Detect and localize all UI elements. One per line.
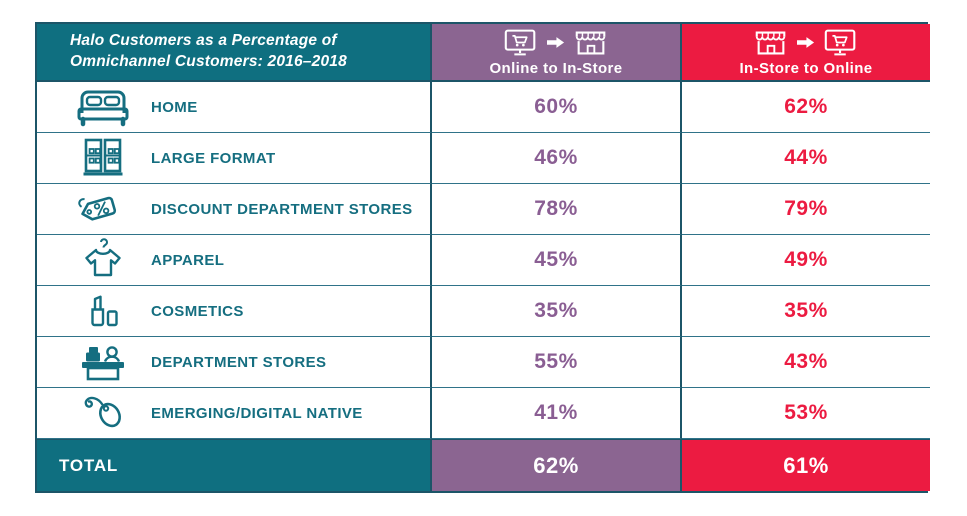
table-row-home: HOME xyxy=(37,82,432,133)
table-row-discount-department-stores: DISCOUNT DEPARTMENT STORES xyxy=(37,184,432,235)
value-cosmetics-instore-to-online: 35% xyxy=(682,286,930,337)
value-apparel-online-to-instore: 45% xyxy=(432,235,682,286)
value-large-format-online-to-instore: 46% xyxy=(432,133,682,184)
total-row-label: TOTAL xyxy=(37,439,432,491)
monitor-cart-icon xyxy=(822,28,860,57)
category-label: APPAREL xyxy=(151,251,225,269)
value-home-instore-to-online: 62% xyxy=(682,82,930,133)
table-row-department-stores: DEPARTMENT STORES xyxy=(37,337,432,388)
value-discount-online-to-instore: 78% xyxy=(432,184,682,235)
total-instore-to-online: 61% xyxy=(682,439,930,491)
value-large-format-instore-to-online: 44% xyxy=(682,133,930,184)
value-department-stores-online-to-instore: 55% xyxy=(432,337,682,388)
storefront-icon xyxy=(752,28,790,57)
value-emerging-online-to-instore: 41% xyxy=(432,388,682,439)
instore-to-online-label: In-Store to Online xyxy=(739,59,873,77)
table-row-cosmetics: COSMETICS xyxy=(37,286,432,337)
online-to-instore-label: Online to In-Store xyxy=(489,59,623,77)
monitor-cart-icon xyxy=(502,28,540,57)
instore-to-online-icons xyxy=(752,28,860,57)
total-online-to-instore: 62% xyxy=(432,439,682,491)
table-title-line1: Halo Customers as a Percentage of xyxy=(70,32,337,50)
table-row-large-format: LARGE FORMAT xyxy=(37,133,432,184)
category-label: HOME xyxy=(151,98,198,116)
halo-customers-table: Halo Customers as a Percentage of Omnich… xyxy=(35,22,930,493)
price-tag-icon xyxy=(55,189,151,229)
register-icon xyxy=(55,340,151,384)
storefront-icon xyxy=(572,28,610,57)
table-row-apparel: APPAREL xyxy=(37,235,432,286)
value-department-stores-instore-to-online: 43% xyxy=(682,337,930,388)
column-header-instore-to-online: In-Store to Online xyxy=(682,24,930,82)
value-emerging-instore-to-online: 53% xyxy=(682,388,930,439)
table-title: Halo Customers as a Percentage of Omnich… xyxy=(37,24,432,82)
arrow-right-icon xyxy=(547,36,565,49)
category-label: COSMETICS xyxy=(151,302,244,320)
online-to-instore-icons xyxy=(502,28,610,57)
category-label: EMERGING/DIGITAL NATIVE xyxy=(151,404,363,422)
column-header-online-to-instore: Online to In-Store xyxy=(432,24,682,82)
value-cosmetics-online-to-instore: 35% xyxy=(432,286,682,337)
category-label: LARGE FORMAT xyxy=(151,149,276,167)
tshirt-icon xyxy=(55,238,151,282)
arrow-right-icon xyxy=(797,36,815,49)
value-discount-instore-to-online: 79% xyxy=(682,184,930,235)
value-apparel-instore-to-online: 49% xyxy=(682,235,930,286)
computer-mouse-icon xyxy=(55,394,151,432)
table-title-line2: Omnichannel Customers: 2016–2018 xyxy=(70,53,347,70)
bed-icon xyxy=(55,86,151,128)
cosmetics-icon xyxy=(55,290,151,332)
table-row-emerging-digital-native: EMERGING/DIGITAL NATIVE xyxy=(37,388,432,439)
category-label: DISCOUNT DEPARTMENT STORES xyxy=(151,200,413,218)
value-home-online-to-instore: 60% xyxy=(432,82,682,133)
category-label: DEPARTMENT STORES xyxy=(151,353,327,371)
cabinets-icon xyxy=(55,137,151,179)
